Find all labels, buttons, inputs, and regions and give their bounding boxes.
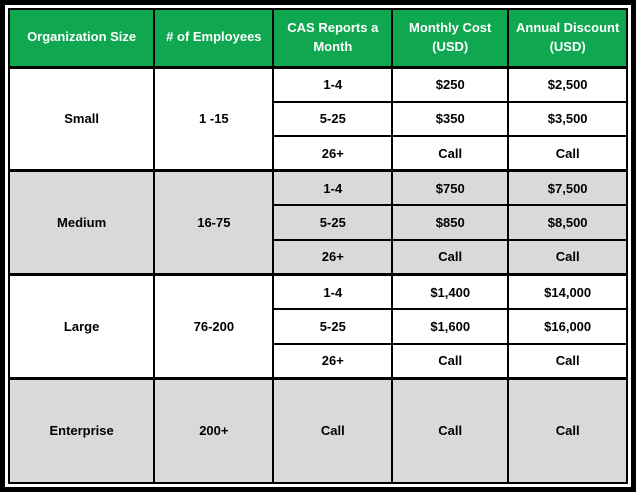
reports-cell: 5-25 [272, 204, 394, 241]
annual-discount-cell: Call [507, 135, 628, 172]
annual-discount-cell: $7,500 [507, 169, 628, 207]
table-row: 5-25 $350 $3,500 [9, 100, 628, 138]
monthly-cost-cell: Call [391, 135, 510, 172]
monthly-cost-cell: Call [391, 376, 510, 484]
table-header: Organization Size # of Employees CAS Rep… [7, 8, 628, 69]
header-org-size: Organization Size [7, 8, 156, 69]
monthly-cost-cell: Call [391, 342, 510, 380]
annual-discount-cell: $16,000 [507, 308, 628, 345]
table-row: Medium 16-75 1-4 $750 $7,500 [7, 169, 628, 276]
monthly-cost-cell: $350 [391, 100, 510, 138]
reports-cell: 26+ [272, 342, 394, 380]
monthly-cost-cell: $1,600 [391, 308, 510, 345]
header-annual-discount: Annual Discount (USD) [507, 8, 628, 69]
monthly-cost-cell: $850 [391, 204, 510, 241]
org-size-cell: Large [7, 272, 156, 380]
table-row: Large 76-200 1-4 $1,400 $14,000 [7, 272, 628, 380]
reports-cell: 1-4 [272, 272, 394, 311]
header-monthly-cost: Monthly Cost (USD) [391, 8, 510, 69]
annual-discount-cell: Call [507, 238, 628, 276]
reports-cell: 5-25 [272, 308, 394, 345]
annual-discount-cell: $3,500 [507, 100, 628, 138]
annual-discount-cell: $2,500 [507, 65, 628, 103]
annual-discount-cell: Call [507, 342, 628, 380]
header-employees: # of Employees [153, 8, 275, 69]
monthly-cost-cell: $1,400 [391, 272, 510, 311]
org-size-cell: Enterprise [7, 376, 156, 484]
org-size-cell: Medium [7, 169, 156, 276]
reports-cell: 1-4 [272, 65, 394, 103]
monthly-cost-cell: Call [391, 238, 510, 276]
table-row: Small 1 -15 1-4 $250 $2,500 [7, 65, 628, 172]
table-row: 26+ Call Call [9, 135, 628, 172]
monthly-cost-cell: $250 [391, 65, 510, 103]
annual-discount-cell: $8,500 [507, 204, 628, 241]
table-row: 5-25 $850 $8,500 [9, 204, 628, 241]
reports-cell: Call [272, 376, 394, 484]
annual-discount-cell: Call [507, 376, 628, 484]
table-row: Enterprise 200+ Call Call Call [7, 376, 628, 484]
reports-cell: 26+ [272, 135, 394, 172]
employees-cell: 200+ [153, 376, 275, 484]
table-row: 26+ Call Call [9, 342, 628, 380]
pricing-table: Organization Size # of Employees CAS Rep… [7, 8, 628, 484]
org-size-cell: Small [7, 65, 156, 172]
reports-cell: 1-4 [272, 169, 394, 207]
reports-cell: 5-25 [272, 100, 394, 138]
monthly-cost-cell: $750 [391, 169, 510, 207]
header-reports: CAS Reports a Month [272, 8, 394, 69]
table-row: 26+ Call Call [9, 238, 628, 276]
employees-cell: 1 -15 [153, 65, 275, 172]
employees-cell: 16-75 [153, 169, 275, 276]
annual-discount-cell: $14,000 [507, 272, 628, 311]
employees-cell: 76-200 [153, 272, 275, 380]
table-row: 5-25 $1,600 $16,000 [9, 308, 628, 345]
reports-cell: 26+ [272, 238, 394, 276]
